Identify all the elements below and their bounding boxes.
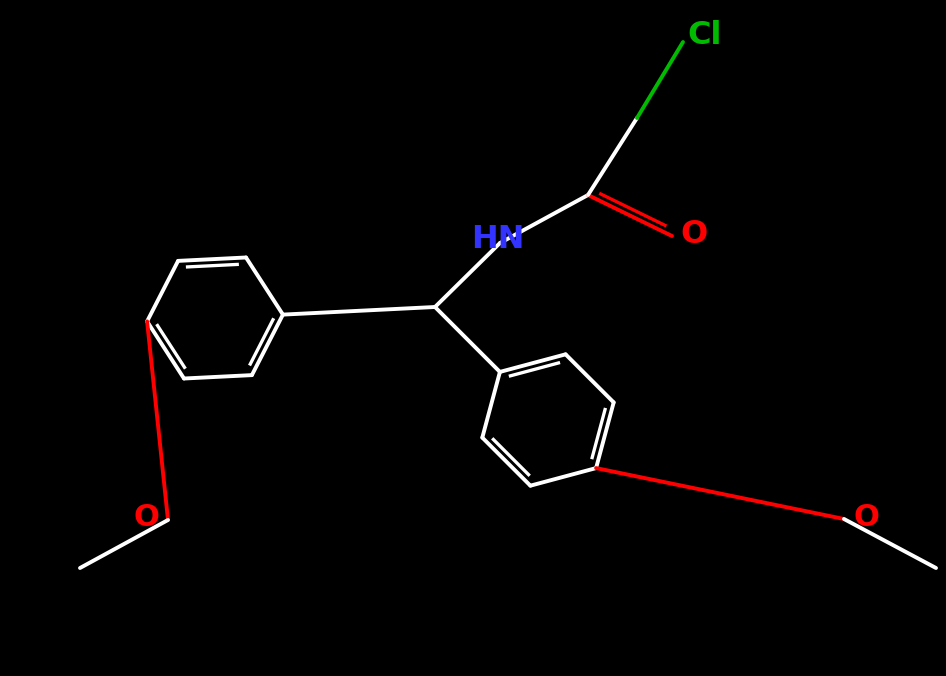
Text: HN: HN <box>471 224 525 254</box>
Text: O: O <box>133 504 159 533</box>
Text: O: O <box>680 218 708 249</box>
Text: O: O <box>853 502 879 531</box>
Text: Cl: Cl <box>688 20 722 51</box>
